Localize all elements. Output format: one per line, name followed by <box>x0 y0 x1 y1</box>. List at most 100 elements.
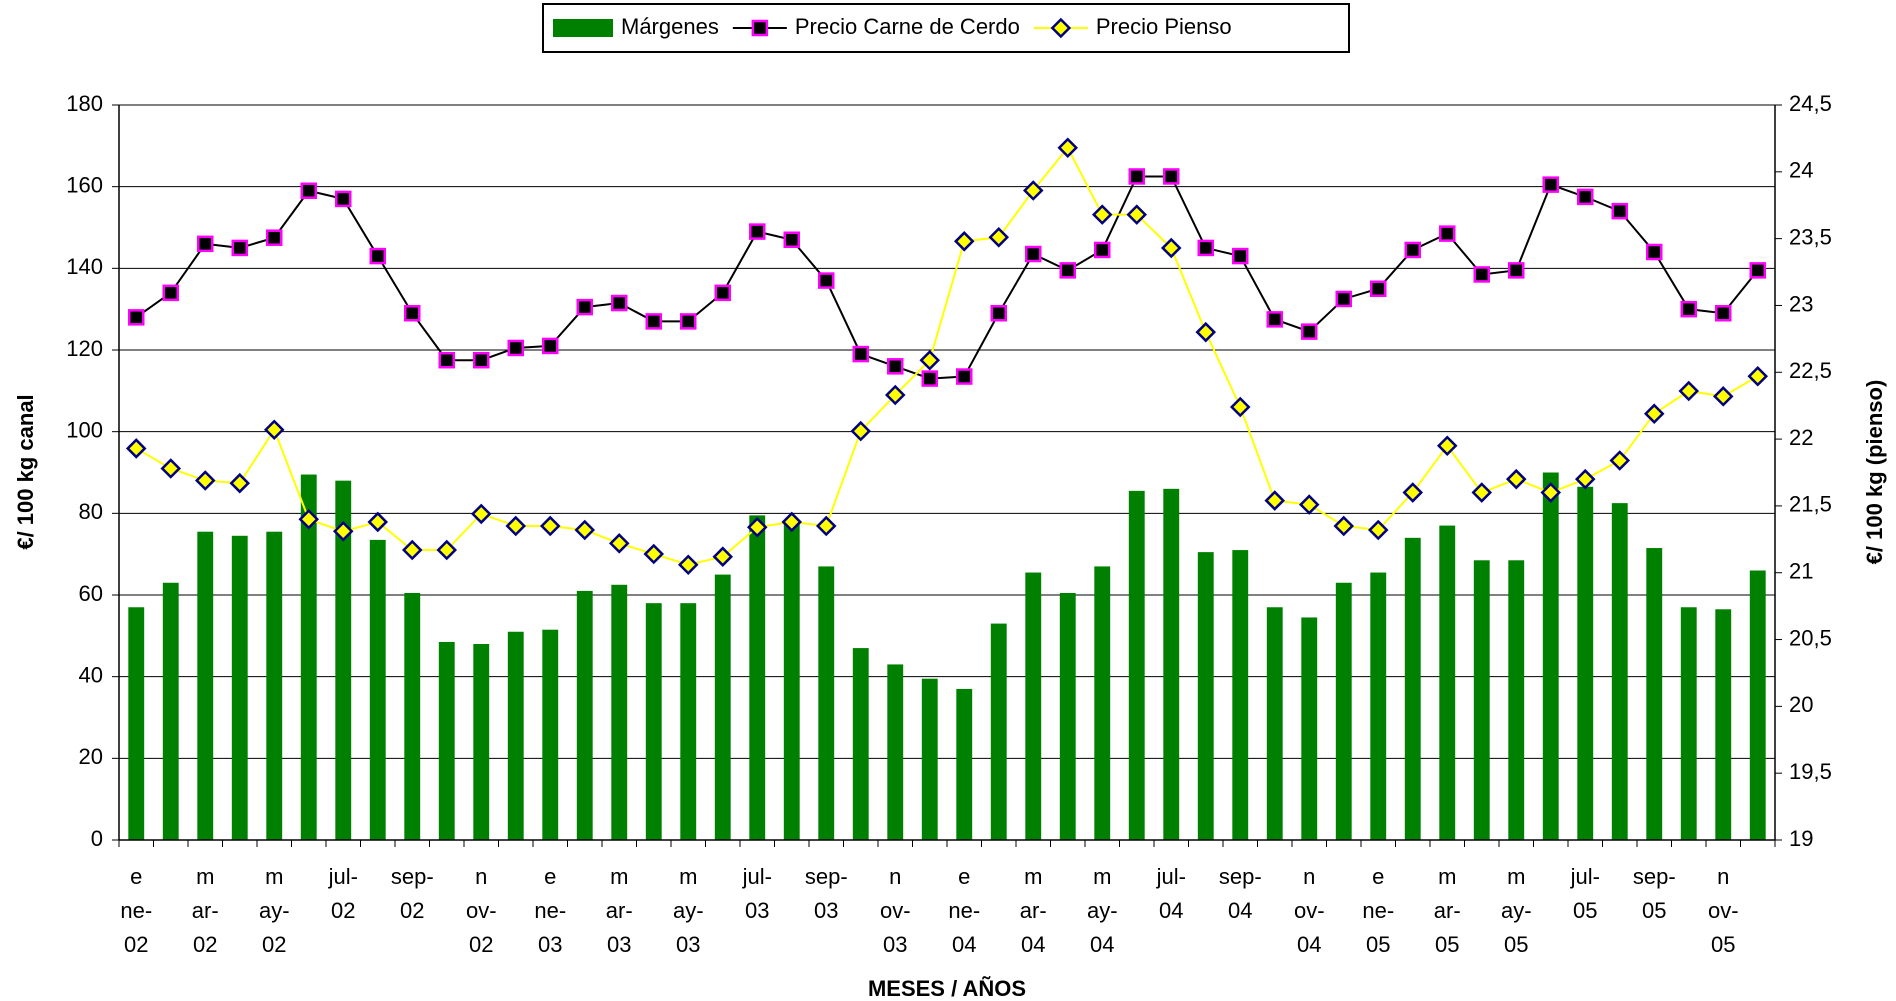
bar <box>783 521 800 840</box>
bar <box>714 574 731 840</box>
marker <box>887 358 904 375</box>
y2-axis-title: €/ 100 kg (pienso) <box>1862 380 1887 565</box>
bar <box>542 629 559 840</box>
marker <box>369 247 386 265</box>
bar <box>300 474 317 840</box>
bar <box>1059 592 1076 840</box>
marker <box>473 351 490 369</box>
marker <box>1540 482 1562 503</box>
marker <box>746 517 768 538</box>
marker <box>505 515 527 537</box>
marker <box>539 515 561 537</box>
bar <box>473 644 490 840</box>
x-tick-label: sep-02 <box>391 864 434 923</box>
bar <box>438 641 455 840</box>
marker <box>1022 180 1044 201</box>
marker <box>643 543 665 565</box>
marker <box>1091 204 1113 225</box>
marker <box>852 345 869 363</box>
marker <box>956 368 973 385</box>
y2-tick-label: 19 <box>1789 826 1813 851</box>
legend-label: Precio Carne de Cerdo <box>795 14 1020 39</box>
marker <box>919 349 941 371</box>
bar <box>1025 572 1042 840</box>
x-tick-label: n ov-05 <box>1708 864 1739 957</box>
marker <box>1195 321 1217 343</box>
marker <box>1439 225 1456 242</box>
marker <box>1678 380 1700 402</box>
marker <box>438 351 455 369</box>
legend-label: Márgenes <box>621 14 719 39</box>
x-tick-label: n ov-03 <box>880 864 911 957</box>
bar <box>680 603 697 840</box>
marker <box>714 284 731 302</box>
bar <box>369 539 386 840</box>
marker <box>194 470 216 491</box>
marker <box>1611 202 1628 220</box>
marker <box>1160 237 1182 259</box>
y2-tick-label: 22 <box>1789 425 1813 450</box>
legend-marker <box>751 19 769 37</box>
x-tick-label: m ar-03 <box>606 864 633 957</box>
bar <box>1335 582 1352 840</box>
legend-label: Precio Pienso <box>1096 14 1232 39</box>
y2-tick-label: 24,5 <box>1789 91 1832 116</box>
marker <box>263 419 285 441</box>
marker <box>1473 266 1490 283</box>
marker <box>1197 239 1214 257</box>
bar <box>1680 607 1697 840</box>
bar <box>1542 472 1559 840</box>
x-tick-label: jul-02 <box>328 864 358 923</box>
marker <box>401 539 423 561</box>
y-tick-label: 0 <box>91 826 103 851</box>
legend-marker <box>1050 17 1072 39</box>
bar <box>990 623 1007 840</box>
marker <box>818 272 835 289</box>
marker <box>1609 450 1631 471</box>
marker <box>576 298 593 316</box>
x-tick-label: n ov-04 <box>1294 864 1325 957</box>
marker <box>1749 262 1766 279</box>
x-tick-label: e ne-05 <box>1362 864 1394 957</box>
x-tick-label: sep-05 <box>1633 864 1676 923</box>
bar <box>335 480 352 840</box>
marker <box>608 533 630 554</box>
bar <box>645 603 662 840</box>
marker <box>1712 386 1734 407</box>
y2-tick-label: 20 <box>1789 692 1813 717</box>
bar <box>1439 525 1456 840</box>
marker <box>1025 245 1042 263</box>
marker <box>1577 188 1594 206</box>
marker <box>884 384 906 406</box>
marker <box>1264 490 1286 511</box>
marker <box>542 337 559 355</box>
y2-tick-label: 22,5 <box>1789 358 1832 383</box>
y-axis-title: €/ 100 kg canal <box>13 394 38 549</box>
bar <box>1646 548 1663 840</box>
marker <box>162 284 179 302</box>
y-tick-label: 60 <box>79 581 103 606</box>
bar <box>611 584 628 840</box>
marker <box>160 458 182 479</box>
bar <box>507 631 524 840</box>
legend-box <box>542 3 1350 53</box>
marker <box>815 515 837 537</box>
marker <box>712 546 734 567</box>
x-tick-label: m ar-02 <box>192 864 219 957</box>
bar <box>1508 560 1525 840</box>
marker <box>404 305 421 322</box>
y-tick-label: 120 <box>66 336 103 361</box>
bar <box>1749 570 1766 840</box>
x-tick-label: sep-03 <box>805 864 848 923</box>
y2-tick-label: 21,5 <box>1789 492 1832 517</box>
bar <box>956 688 973 840</box>
marker <box>231 239 248 257</box>
bar <box>921 678 938 840</box>
bar <box>576 590 593 840</box>
legend-swatch <box>553 19 613 37</box>
marker <box>783 231 800 248</box>
bar <box>1611 503 1628 840</box>
marker <box>1229 396 1251 418</box>
